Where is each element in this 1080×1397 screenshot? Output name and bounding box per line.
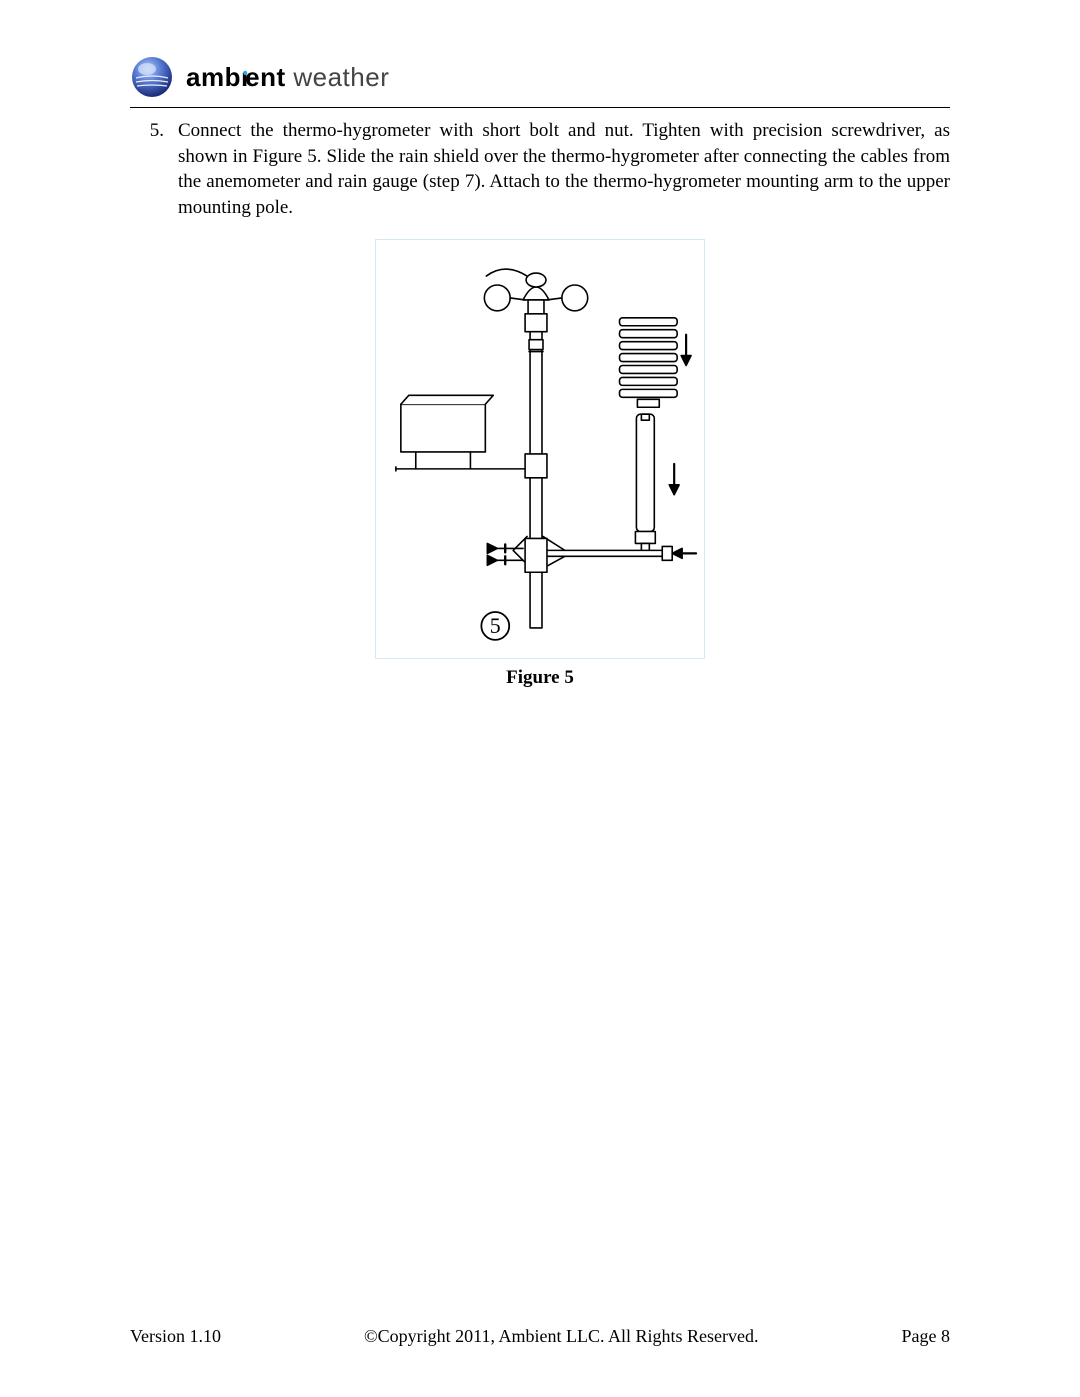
- brand-i-dot: •: [243, 66, 249, 82]
- list-text: Connect the thermo-hygrometer with short…: [178, 118, 950, 221]
- figure-callout-number: 5: [490, 613, 501, 637]
- footer-page: Page 8: [902, 1326, 951, 1347]
- list-number: 5.: [130, 118, 164, 221]
- brand-bold-suffix: ent: [245, 62, 286, 92]
- figure: 5 Figure 5: [130, 239, 950, 689]
- figure-caption: Figure 5: [130, 667, 950, 689]
- page-footer: Version 1.10 ©Copyright 2011, Ambient LL…: [130, 1326, 950, 1347]
- list-item: 5. Connect the thermo-hygrometer with sh…: [130, 118, 950, 221]
- brand-bold-prefix: amb: [186, 62, 241, 92]
- page: ambı•ent weather 5. Connect the thermo-h…: [130, 55, 950, 1347]
- content: 5. Connect the thermo-hygrometer with sh…: [130, 118, 950, 689]
- brand-logo-icon: [130, 55, 174, 99]
- footer-version: Version 1.10: [130, 1326, 221, 1347]
- figure-diagram: 5: [375, 239, 705, 659]
- page-header: ambı•ent weather: [130, 55, 950, 108]
- footer-copyright: ©Copyright 2011, Ambient LLC. All Rights…: [364, 1326, 759, 1347]
- brand-wordmark: ambı•ent weather: [186, 62, 389, 93]
- brand-light: weather: [286, 62, 390, 92]
